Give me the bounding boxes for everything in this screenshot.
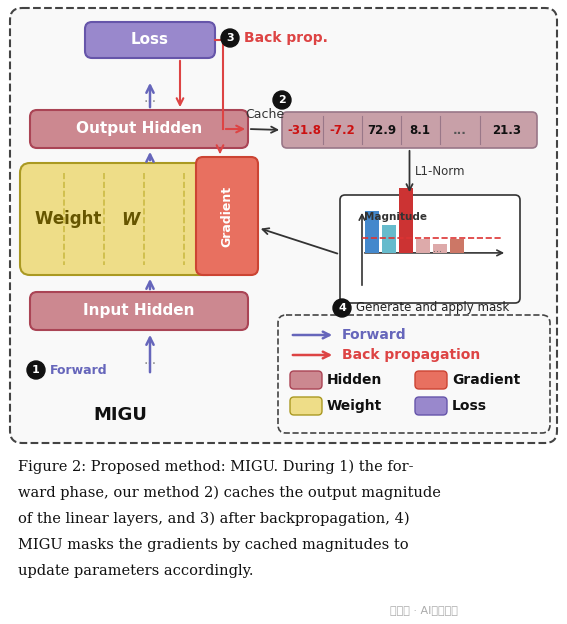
Text: Generate and apply mask: Generate and apply mask (356, 301, 509, 314)
Text: -31.8: -31.8 (287, 124, 321, 137)
FancyBboxPatch shape (340, 195, 520, 303)
Text: ...: ... (433, 244, 442, 254)
Text: Weight: Weight (327, 399, 382, 413)
Text: 72.9: 72.9 (367, 124, 396, 137)
Circle shape (221, 29, 239, 47)
Bar (450, 239, 464, 253)
FancyBboxPatch shape (415, 371, 447, 389)
Text: Loss: Loss (452, 399, 487, 413)
FancyBboxPatch shape (278, 315, 550, 433)
FancyBboxPatch shape (10, 8, 557, 443)
Text: Loss: Loss (131, 32, 169, 47)
Text: Back prop.: Back prop. (244, 31, 328, 45)
Text: Gradient: Gradient (452, 373, 521, 387)
Text: MIGU masks the gradients by cached magnitudes to: MIGU masks the gradients by cached magni… (18, 538, 409, 552)
FancyBboxPatch shape (282, 112, 537, 148)
Text: Input Hidden: Input Hidden (83, 303, 194, 318)
Text: 3: 3 (226, 33, 234, 43)
Text: ...: ... (143, 353, 156, 367)
Text: 2: 2 (278, 95, 286, 105)
FancyBboxPatch shape (30, 292, 248, 330)
FancyBboxPatch shape (30, 110, 248, 148)
Text: Forward: Forward (342, 328, 407, 342)
Text: Output Hidden: Output Hidden (76, 122, 202, 137)
Text: 8.1: 8.1 (409, 124, 430, 137)
FancyBboxPatch shape (290, 397, 322, 415)
Bar (365, 211, 379, 253)
Text: Weight: Weight (35, 210, 107, 228)
Text: L1-Norm: L1-Norm (414, 165, 465, 178)
Text: 1: 1 (32, 365, 40, 375)
FancyBboxPatch shape (196, 157, 258, 275)
FancyBboxPatch shape (20, 163, 218, 275)
FancyBboxPatch shape (85, 22, 215, 58)
Text: 公众号 · AI论文解读: 公众号 · AI论文解读 (390, 605, 458, 615)
Text: W: W (121, 211, 139, 229)
FancyBboxPatch shape (290, 371, 322, 389)
Text: 4: 4 (338, 303, 346, 313)
Bar (382, 225, 396, 253)
Text: ...: ... (143, 91, 156, 105)
FancyBboxPatch shape (415, 397, 447, 415)
Text: Magnitude: Magnitude (364, 212, 427, 222)
Text: Back propagation: Back propagation (342, 348, 480, 362)
Bar (399, 188, 413, 253)
Text: Gradient: Gradient (221, 185, 234, 246)
Text: update parameters accordingly.: update parameters accordingly. (18, 564, 253, 578)
Text: MIGU: MIGU (93, 406, 147, 424)
Text: ...: ... (453, 124, 467, 137)
Bar (433, 244, 447, 253)
Text: of the linear layers, and 3) after backpropagation, 4): of the linear layers, and 3) after backp… (18, 512, 409, 527)
Text: Cache: Cache (246, 108, 285, 121)
Text: -7.2: -7.2 (329, 124, 355, 137)
Bar (416, 239, 430, 253)
Text: Hidden: Hidden (327, 373, 382, 387)
Text: Forward: Forward (50, 364, 108, 376)
Circle shape (333, 299, 351, 317)
Text: ward phase, our method 2) caches the output magnitude: ward phase, our method 2) caches the out… (18, 486, 441, 500)
Text: Figure 2: Proposed method: MIGU. During 1) the for-: Figure 2: Proposed method: MIGU. During … (18, 460, 413, 474)
Circle shape (273, 91, 291, 109)
Circle shape (27, 361, 45, 379)
Text: 21.3: 21.3 (493, 124, 522, 137)
